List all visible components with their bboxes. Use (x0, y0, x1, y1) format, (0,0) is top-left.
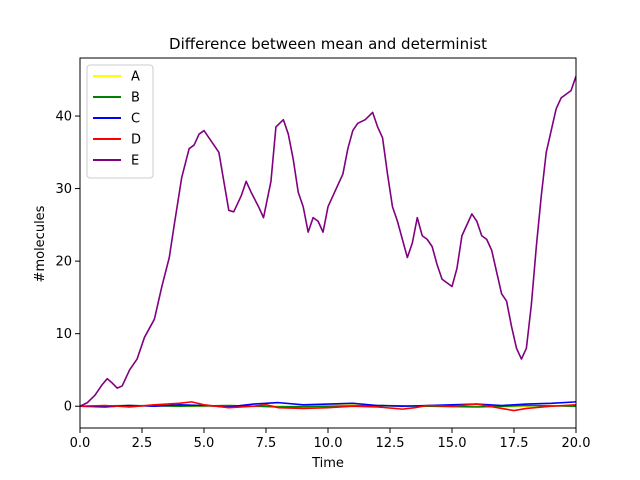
y-tick-label: 30 (55, 182, 72, 197)
x-tick-label: 15.0 (438, 436, 467, 451)
chart-title: Difference between mean and determinist (169, 35, 487, 53)
y-tick-label: 20 (55, 255, 72, 270)
x-tick-label: 5.0 (194, 436, 215, 451)
legend-label-A: A (131, 70, 140, 85)
x-tick-label: 2.5 (132, 436, 153, 451)
legend-label-B: B (131, 91, 140, 106)
legend-label-C: C (131, 112, 140, 127)
x-tick-label: 10.0 (314, 436, 343, 451)
x-axis-label: Time (311, 456, 344, 471)
x-tick-label: 7.5 (256, 436, 277, 451)
x-tick-label: 12.5 (376, 436, 405, 451)
x-tick-label: 0.0 (70, 436, 91, 451)
y-tick-label: 40 (55, 110, 72, 125)
series-layer (80, 75, 576, 412)
legend-label-E: E (131, 154, 139, 169)
axes-layer: 0.0 2.5 5.0 7.5 10.0 12.5 15.0 17.5 20.0 0 10 20 30 4… (55, 57, 591, 451)
legend-label-D: D (131, 133, 141, 148)
legend-box (86, 64, 154, 179)
series-line-C (80, 401, 576, 408)
series-line-D (80, 401, 576, 412)
y-tick-label: 0 (64, 400, 72, 415)
series-line-E (80, 75, 576, 407)
y-tick-label: 10 (55, 327, 72, 342)
x-tick-label: 20.0 (562, 436, 591, 451)
y-axis-label: #molecules (33, 205, 48, 282)
x-tick-label: 17.5 (500, 436, 529, 451)
